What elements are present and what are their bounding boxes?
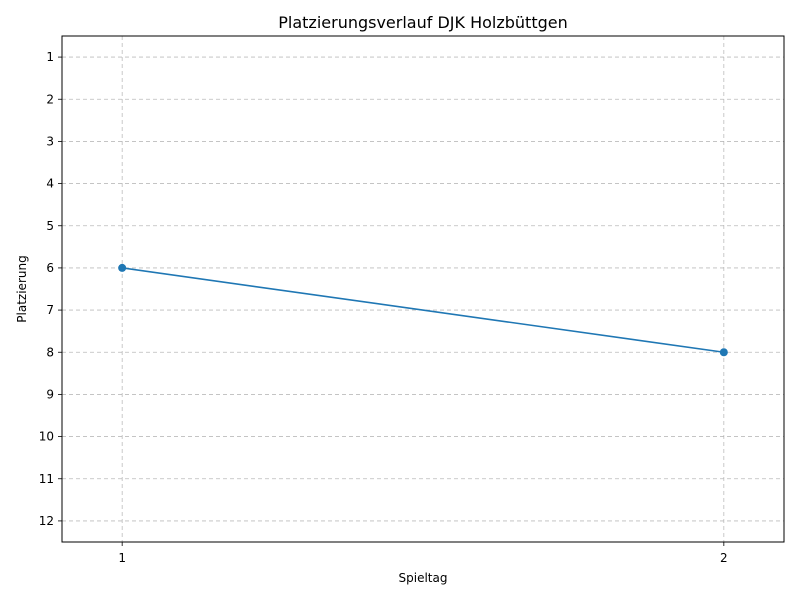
x-tick-label: 1 — [118, 551, 126, 565]
y-tick-label: 9 — [46, 387, 54, 401]
y-tick-label: 8 — [46, 345, 54, 359]
x-axis-label: Spieltag — [399, 571, 448, 585]
series-layer — [118, 263, 728, 357]
plot-frame — [61, 35, 785, 543]
y-tick-label: 3 — [46, 134, 54, 148]
y-tick-label: 7 — [46, 303, 54, 317]
y-tick-label: 4 — [46, 177, 54, 191]
data-point — [118, 263, 127, 272]
y-tick-label: 6 — [46, 261, 54, 275]
y-tick-label: 12 — [39, 514, 54, 528]
x-tick-label: 2 — [720, 551, 728, 565]
data-point — [719, 348, 728, 357]
y-tick-label: 11 — [39, 472, 54, 486]
y-axis-label: Platzierung — [15, 255, 29, 322]
chart-title: Platzierungsverlauf DJK Holzbüttgen — [278, 13, 567, 32]
y-tick-label: 1 — [46, 50, 54, 64]
y-tick-label: 2 — [46, 92, 54, 106]
y-tick-label: 5 — [46, 219, 54, 233]
y-tick-label: 10 — [39, 430, 54, 444]
series-line — [122, 267, 724, 354]
